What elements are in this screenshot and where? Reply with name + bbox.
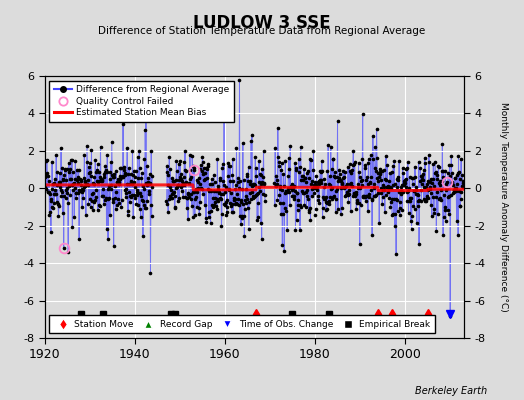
Text: Difference of Station Temperature Data from Regional Average: Difference of Station Temperature Data f… (99, 26, 425, 36)
Y-axis label: Monthly Temperature Anomaly Difference (°C): Monthly Temperature Anomaly Difference (… (499, 102, 508, 312)
Text: Berkeley Earth: Berkeley Earth (415, 386, 487, 396)
Legend: Station Move, Record Gap, Time of Obs. Change, Empirical Break: Station Move, Record Gap, Time of Obs. C… (49, 316, 435, 334)
Text: LUDLOW 3 SSE: LUDLOW 3 SSE (193, 14, 331, 32)
